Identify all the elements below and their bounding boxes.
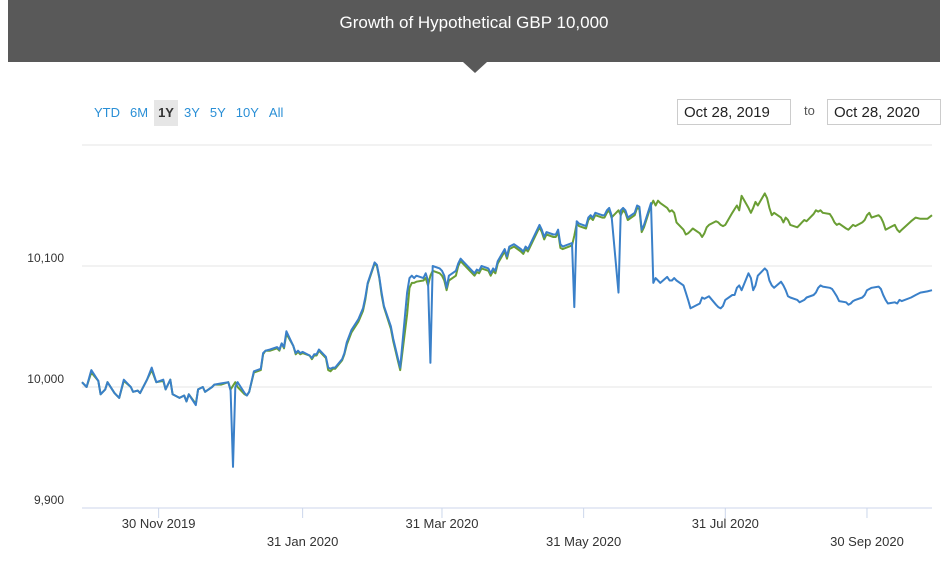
- to-date-input[interactable]: Oct 28, 2020: [827, 99, 941, 125]
- y-axis-labels: 9,900 10,000 10,100: [27, 251, 64, 507]
- range-button-3y[interactable]: 3Y: [183, 105, 200, 120]
- range-button-10y[interactable]: 10Y: [235, 105, 259, 120]
- y-tick-label: 10,100: [27, 251, 64, 265]
- range-button-6m[interactable]: 6M: [130, 105, 149, 120]
- chart-series: [81, 192, 933, 468]
- banner-pointer: [463, 62, 487, 73]
- series-line-2: [81, 202, 933, 468]
- x-tick-label: 31 Jan 2020: [267, 534, 339, 549]
- x-axis: 30 Nov 2019 31 Jan 2020 31 Mar 2020 31 May …: [82, 507, 932, 549]
- range-button-1y[interactable]: 1Y: [154, 100, 178, 126]
- from-date-input[interactable]: Oct 28, 2019: [677, 99, 791, 125]
- x-tick-label: 30 Sep 2020: [830, 534, 904, 549]
- x-tick-label: 31 May 2020: [546, 534, 621, 549]
- growth-chart: 9,900 10,000 10,100 30 Nov 2019 31 Jan 2020…: [27, 144, 933, 549]
- date-range-separator: to: [804, 103, 815, 118]
- series-line-1: [81, 192, 933, 405]
- y-tick-label: 10,000: [27, 372, 64, 386]
- chart-grid: [82, 144, 932, 509]
- chart-title: Growth of Hypothetical GBP 10,000: [339, 13, 609, 32]
- range-button-all[interactable]: All: [268, 105, 284, 120]
- range-button-5y[interactable]: 5Y: [209, 105, 226, 120]
- x-tick-label: 31 Mar 2020: [405, 516, 478, 531]
- y-tick-label: 9,900: [34, 493, 64, 507]
- range-selector: YTD 6M 1Y 3Y 5Y 10Y All: [90, 100, 289, 126]
- x-tick-label: 31 Jul 2020: [692, 516, 759, 531]
- chart-title-banner: Growth of Hypothetical GBP 10,000: [8, 0, 940, 62]
- range-button-ytd[interactable]: YTD: [94, 105, 120, 120]
- x-tick-label: 30 Nov 2019: [122, 516, 196, 531]
